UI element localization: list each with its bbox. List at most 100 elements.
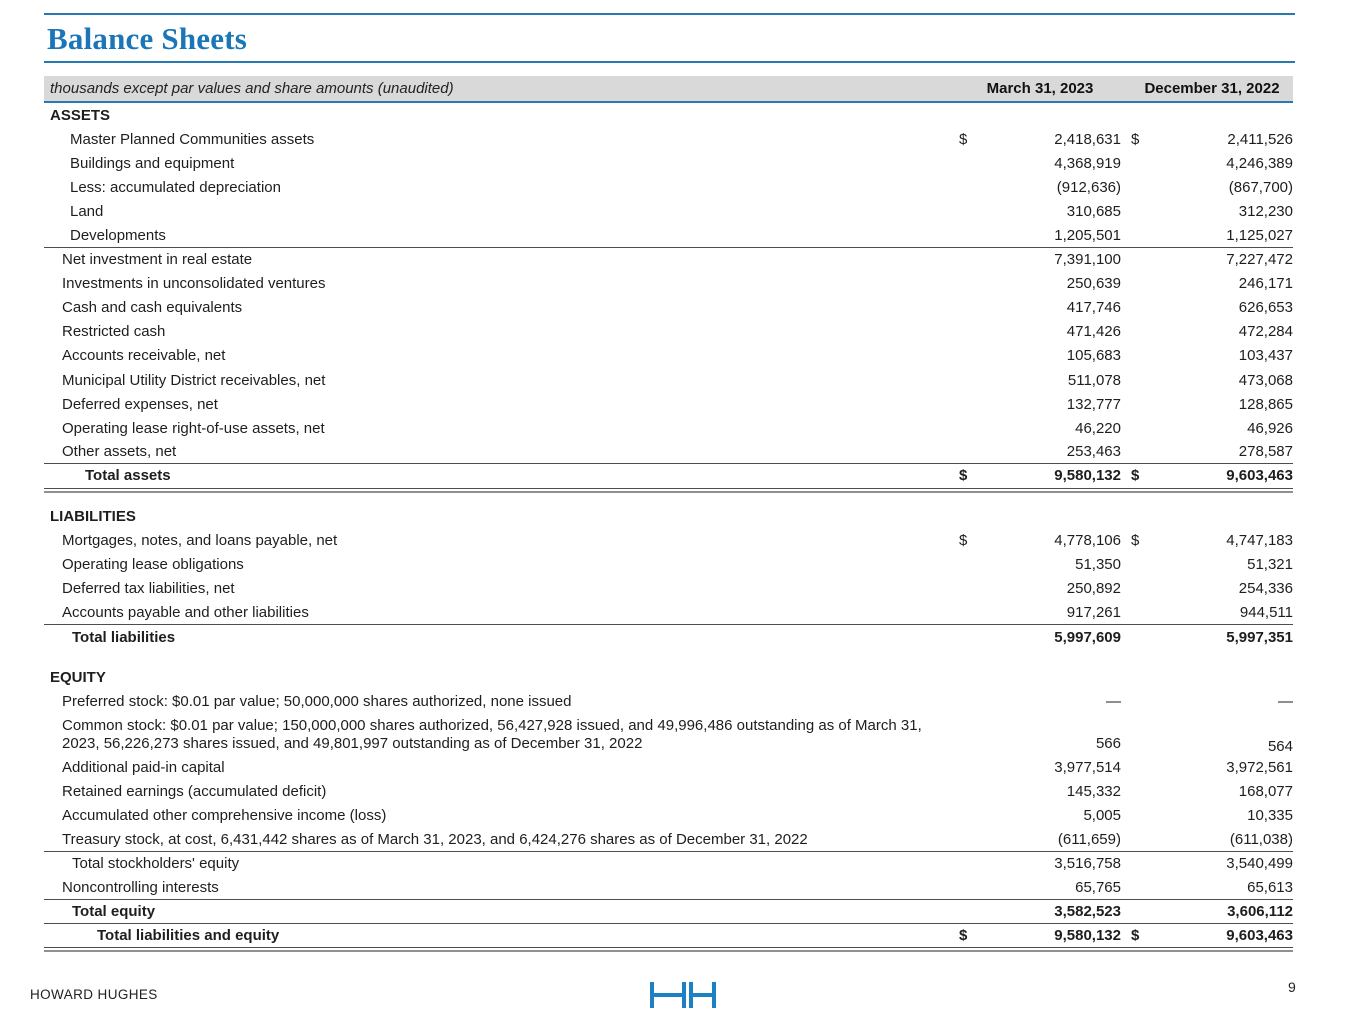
table-row: Deferred expenses, net 132,777 128,865: [44, 392, 1293, 416]
value-2022: (611,038): [1229, 830, 1293, 848]
value-2022: 10,335: [1247, 806, 1293, 824]
row-label: Total liabilities: [72, 628, 176, 646]
value-2022: 51,321: [1247, 556, 1293, 574]
value-2022: 472,284: [1238, 323, 1293, 341]
value-2023: 65,765: [1075, 878, 1121, 896]
value-2022: 65,613: [1247, 878, 1293, 896]
value-2023: 9,580,132: [1054, 467, 1121, 485]
value-2022: 168,077: [1238, 782, 1293, 800]
table-row: Additional paid-in capital 3,977,514 3,972…: [44, 755, 1293, 779]
value-2023: 310,685: [1066, 202, 1121, 220]
value-2023: 145,332: [1066, 782, 1121, 800]
value-2022: 564: [1267, 738, 1293, 756]
row-label: Accumulated other comprehensive income (…: [62, 806, 387, 824]
table-row: Preferred stock: $0.01 par value; 50,000…: [44, 689, 1293, 713]
table-header-bar: thousands except par values and share am…: [44, 76, 1293, 103]
balance-sheet-table: ASSETS Master Planned Communities assets $…: [44, 103, 1293, 953]
value-2022: 5,997,351: [1226, 628, 1293, 646]
table-row: Operating lease obligations 51,350 51,321: [44, 553, 1293, 577]
row-label: Preferred stock: $0.01 par value; 50,000…: [62, 692, 572, 710]
value-2022: 7,227,472: [1226, 251, 1293, 269]
table-row: Land 310,685 312,230: [44, 199, 1293, 223]
row-label: ASSETS: [50, 106, 111, 124]
value-2023: 253,463: [1066, 443, 1121, 461]
table-row: Total stockholders' equity 3,516,758 3,540…: [44, 852, 1293, 876]
row-label: Total stockholders' equity: [72, 855, 240, 873]
value-2022: 3,972,561: [1226, 758, 1293, 776]
hh-logo-icon: [650, 982, 716, 1008]
currency-symbol-2023: [959, 752, 991, 755]
table-row: Deferred tax liabilities, net 250,892 254,…: [44, 577, 1293, 601]
table-row: Accumulated other comprehensive income (…: [44, 803, 1293, 827]
row-label: Other assets, net: [62, 443, 177, 461]
value-2023: 46,220: [1075, 419, 1121, 437]
row-label: Common stock: $0.01 par value; 150,000,0…: [62, 716, 922, 753]
table-row: Less: accumulated depreciation (912,636) (…: [44, 175, 1293, 199]
row-label: Accounts payable and other liabilities: [62, 603, 309, 621]
value-2023: 105,683: [1066, 347, 1121, 365]
value-2022: 3,540,499: [1226, 855, 1293, 873]
value-2022: 2,411,526: [1227, 130, 1293, 148]
value-2022: 626,653: [1238, 299, 1293, 317]
value-2023: 4,778,106: [1054, 532, 1121, 550]
row-label: Deferred tax liabilities, net: [62, 580, 235, 598]
value-2023: 9,580,132: [1054, 926, 1121, 944]
total-row: Total assets $9,580,132 $9,603,463: [44, 464, 1293, 493]
value-2023: 2,418,631: [1054, 130, 1121, 148]
value-2022: 4,246,389: [1226, 154, 1293, 172]
value-2023: 250,892: [1066, 580, 1121, 598]
value-2023: 7,391,100: [1054, 251, 1121, 269]
table-row: Other assets, net 253,463 278,587: [44, 440, 1293, 465]
value-2022: 254,336: [1238, 580, 1293, 598]
value-2023: 5,005: [1083, 806, 1121, 824]
table-row: Net investment in real estate 7,391,100 7,…: [44, 248, 1293, 272]
row-label: Buildings and equipment: [70, 154, 235, 172]
table-row: Treasury stock, at cost, 6,431,442 share…: [44, 828, 1293, 852]
currency-symbol-2023: $: [959, 926, 968, 944]
column-header-december-2022: December 31, 2022: [1144, 80, 1280, 97]
value-2022: 46,926: [1247, 419, 1293, 437]
currency-symbol-2023: $: [959, 130, 968, 148]
currency-symbol-2022: $: [1131, 130, 1140, 148]
table-row: Accounts payable and other liabilities 91…: [44, 601, 1293, 625]
value-2022: (867,700): [1228, 178, 1293, 196]
row-label: Total assets: [85, 467, 171, 485]
row-label: Total equity: [72, 902, 156, 920]
row-label: Restricted cash: [62, 323, 166, 341]
table-row: Developments 1,205,501 1,125,027: [44, 223, 1293, 248]
value-2023: 250,639: [1066, 275, 1121, 293]
row-label: Operating lease obligations: [62, 556, 244, 574]
currency-symbol-2022: $: [1131, 467, 1140, 485]
row-label: Additional paid-in capital: [62, 758, 225, 776]
table-row: Investments in unconsolidated ventures 25…: [44, 272, 1293, 296]
currency-symbol-2023: $: [959, 467, 968, 485]
row-label: EQUITY: [50, 668, 106, 686]
row-label: Developments: [70, 226, 166, 244]
company-name: HOWARD HUGHES: [30, 987, 158, 1002]
row-label: Retained earnings (accumulated deficit): [62, 782, 327, 800]
row-label: Land: [70, 202, 104, 220]
row-label: Mortgages, notes, and loans payable, net: [62, 532, 338, 550]
table-row: Operating lease right-of-use assets, net…: [44, 416, 1293, 440]
table-row: Restricted cash 471,426 472,284: [44, 320, 1293, 344]
row-label: Master Planned Communities assets: [70, 130, 315, 148]
value-2022: 944,511: [1239, 603, 1293, 621]
value-2022: 9,603,463: [1226, 467, 1293, 485]
table-row: Mortgages, notes, and loans payable, net…: [44, 529, 1293, 553]
value-2022: 9,603,463: [1226, 926, 1293, 944]
value-2023: 4,368,919: [1054, 154, 1121, 172]
page-title: Balance Sheets: [47, 21, 247, 56]
row-label: Total liabilities and equity: [97, 926, 280, 944]
section-header-row: ASSETS: [44, 103, 1293, 127]
value-2022: 4,747,183: [1226, 532, 1293, 550]
row-label: Operating lease right-of-use assets, net: [62, 419, 325, 437]
value-2023: 417,746: [1066, 299, 1121, 317]
currency-symbol-2022: $: [1131, 532, 1140, 550]
value-2022: 1,125,027: [1226, 226, 1293, 244]
column-header-march-2023: March 31, 2023: [986, 80, 1094, 97]
column-gap: [1121, 752, 1131, 755]
table-row: Noncontrolling interests 65,765 65,613: [44, 876, 1293, 900]
row-label: Investments in unconsolidated ventures: [62, 275, 326, 293]
row-label: Cash and cash equivalents: [62, 299, 243, 317]
